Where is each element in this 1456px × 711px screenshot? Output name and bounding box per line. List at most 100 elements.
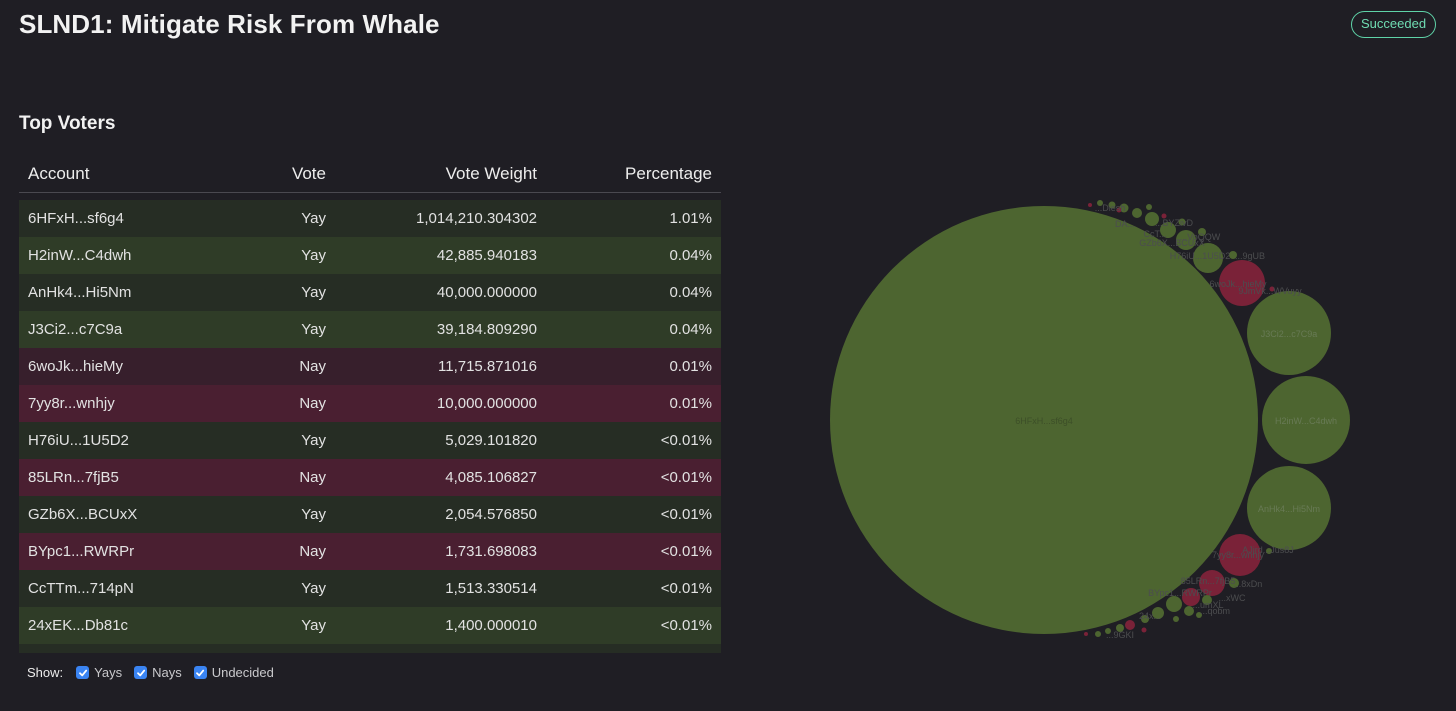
table-row[interactable]: J3Ci2...c7C9a Yay 39,184.809290 0.04% [19,311,721,348]
top-voters-table-container[interactable]: Account Vote Vote Weight Percentage 6HFx… [19,156,721,653]
vote-weight-cell: 5,029.101820 [335,422,546,459]
bubble-label: AJjrd...Jus8J [1242,545,1294,555]
table-row[interactable]: CcTTm...714pN Yay 1,513.330514 <0.01% [19,570,721,607]
column-header-account[interactable]: Account [19,156,219,193]
bubble-H2inW[interactable] [1262,376,1350,464]
vote-weight-cell: 2,054.576850 [335,496,546,533]
vote-cell: Yay [219,200,335,237]
filter-nays-checkbox[interactable]: Nays [134,665,182,680]
bubble-label: AnHk4...Hi5Nm [1258,504,1320,514]
table-row[interactable]: 6HFxH...sf6g4 Yay 1,014,210.304302 1.01% [19,200,721,237]
account-cell: AnHk4...Hi5Nm [19,274,219,311]
bubble-6woJk[interactable] [1219,260,1265,306]
table-row[interactable]: H2inW...C4dwh Yay 42,885.940183 0.04% [19,237,721,274]
bubble-label: BYpc1...RWRPr [1148,588,1212,598]
account-cell: 24xEK...Db81c [19,607,219,644]
account-cell: H2inW...C4dwh [19,237,219,274]
checkbox-checked-icon[interactable] [76,666,90,679]
bubble-label: J3Ci2...c7C9a [1261,329,1318,339]
vote-weight-cell [335,644,546,653]
percentage-cell: <0.01% [546,533,721,570]
bubble-label: 6woJk...hieMy [1209,279,1267,289]
account-cell: BYpc1...RWRPr [19,533,219,570]
bubble-85LRn[interactable] [1199,570,1225,596]
percentage-cell: 0.01% [546,385,721,422]
table-row[interactable]: BYpc1...RWRPr Nay 1,731.698083 <0.01% [19,533,721,570]
vote-weight-cell: 1,731.698083 [335,533,546,570]
bubble-labels: 6HFxH...sf6g4 J3Ci2...c7C9a H2inW...C4dw… [1015,203,1337,640]
column-header-percentage[interactable]: Percentage [546,156,721,193]
vote-cell: Yay [219,422,335,459]
table-row[interactable]: H76iU...1U5D2 Yay 5,029.101820 <0.01% [19,422,721,459]
table-row[interactable]: 7yy8r...wnhjy Nay 10,000.000000 0.01% [19,385,721,422]
account-cell: H76iU...1U5D2 [19,422,219,459]
vote-cell: Nay [219,348,335,385]
vote-cell: Nay [219,533,335,570]
top-voters-table: Account Vote Vote Weight Percentage 6HFx… [19,156,721,653]
account-cell: 7yy8r...wnhjy [19,385,219,422]
account-cell: 85LRn...7fjB5 [19,459,219,496]
account-cell [19,644,219,653]
column-header-vote[interactable]: Vote [219,156,335,193]
filter-undecided-checkbox[interactable]: Undecided [193,665,274,680]
filter-label: Show: [27,665,64,680]
bubble-AnHk4[interactable] [1247,466,1331,550]
bubble-label: ...8xDn [1234,579,1263,589]
bubble-label: 85LRn...7fjB5 [1181,576,1236,586]
percentage-cell [546,644,721,653]
upper-nay-dots [1088,203,1275,292]
vote-weight-cell: 39,184.809290 [335,311,546,348]
table-row[interactable] [19,644,721,653]
percentage-cell: <0.01% [546,607,721,644]
bubble-label: 9JmVk...WVuyy [1238,286,1302,296]
bubble-label: ...Diesh [1095,203,1126,213]
lower-bubble-chain [1095,548,1272,637]
vote-cell: Yay [219,237,335,274]
bubble-BYpc1[interactable] [1182,588,1200,606]
percentage-cell: <0.01% [546,422,721,459]
percentage-cell: 0.04% [546,274,721,311]
bubble-6HFxH[interactable] [830,206,1258,634]
percentage-cell: 0.01% [546,348,721,385]
bubble-label: 24x... [1139,611,1161,621]
bubble-chart-svg: 6HFxH...sf6g4 J3Ci2...c7C9a H2inW...C4dw… [830,200,1350,640]
percentage-cell: <0.01% [546,496,721,533]
table-header-row: Account Vote Vote Weight Percentage [19,156,721,193]
lower-nay-dots [1084,620,1147,636]
bubble-J3Ci2[interactable] [1247,291,1331,375]
vote-cell: Yay [219,496,335,533]
account-cell: 6HFxH...sf6g4 [19,200,219,237]
bubble-label: H2inW...C4dwh [1275,416,1337,426]
checkbox-checked-icon[interactable] [134,666,148,679]
vote-weight-cell: 1,400.000010 [335,607,546,644]
account-cell: GZb6X...BCUxX [19,496,219,533]
bubble-label: ...qobm [1200,606,1230,616]
section-title-top-voters: Top Voters [19,113,116,134]
vote-cell: Yay [219,311,335,348]
bubble-label: ...BYZivD [1155,218,1194,228]
bubble-7yy8r[interactable] [1219,534,1261,576]
percentage-cell: <0.01% [546,570,721,607]
table-row[interactable]: 6woJk...hieMy Nay 11,715.871016 0.01% [19,348,721,385]
bubble-label: CcT... [1143,229,1166,239]
table-row[interactable]: GZb6X...BCUxX Yay 2,054.576850 <0.01% [19,496,721,533]
vote-cell: Nay [219,385,335,422]
column-header-vote-weight[interactable]: Vote Weight [335,156,546,193]
percentage-cell: 0.04% [546,237,721,274]
account-cell: CcTTm...714pN [19,570,219,607]
table-row[interactable]: 24xEK...Db81c Yay 1,400.000010 <0.01% [19,607,721,644]
vote-weight-cell: 42,885.940183 [335,237,546,274]
table-row[interactable]: AnHk4...Hi5Nm Yay 40,000.000000 0.04% [19,274,721,311]
vote-cell [219,644,335,653]
table-row[interactable]: 85LRn...7fjB5 Nay 4,085.106827 <0.01% [19,459,721,496]
percentage-cell: 0.04% [546,311,721,348]
filter-yays-label: Yays [94,665,123,680]
vote-cell: Yay [219,607,335,644]
vote-cell: Yay [219,570,335,607]
checkbox-checked-icon[interactable] [193,666,207,679]
vote-weight-cell: 10,000.000000 [335,385,546,422]
filter-yays-checkbox[interactable]: Yays [76,665,122,680]
bubble-label: ...xWC [1219,593,1246,603]
vote-cell: Yay [219,274,335,311]
percentage-cell: <0.01% [546,459,721,496]
